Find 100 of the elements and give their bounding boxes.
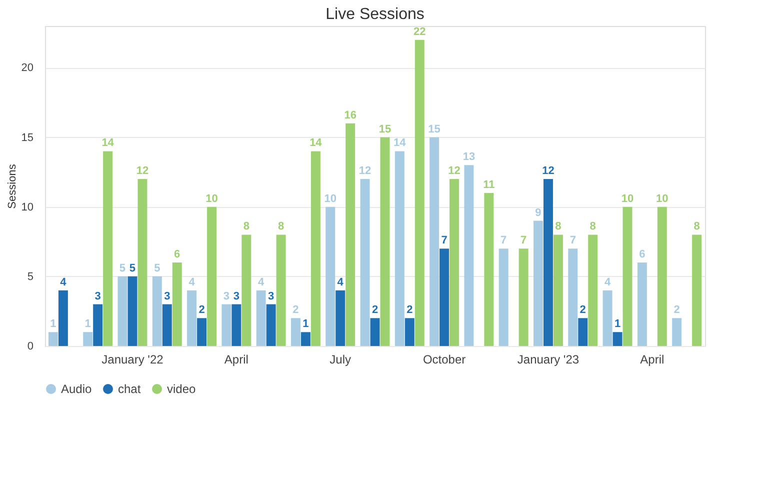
data-label: 3 [164, 290, 170, 302]
x-tick-label: April [224, 352, 248, 366]
bar [622, 206, 632, 346]
bar [637, 262, 647, 346]
data-label: 12 [358, 165, 372, 178]
bar [518, 248, 528, 346]
legend-label: chat [118, 382, 142, 396]
data-label: 3 [94, 290, 101, 302]
bar [300, 332, 310, 346]
data-label: 14 [102, 137, 115, 150]
data-label: 2 [674, 304, 680, 316]
data-label: 15 [378, 123, 392, 136]
x-tick-label: July [330, 352, 352, 366]
data-label: 10 [324, 192, 336, 205]
data-label: 2 [372, 304, 378, 316]
bar [336, 290, 346, 346]
bar [242, 234, 252, 346]
legend-label: video [167, 382, 196, 396]
bar [207, 206, 216, 346]
legend-label: Audio [61, 382, 92, 396]
data-label: 2 [580, 304, 586, 316]
data-label: 4 [604, 276, 612, 288]
bar [128, 276, 138, 346]
bar [543, 179, 553, 346]
data-label: 8 [555, 220, 562, 233]
data-label: 2 [198, 304, 205, 316]
data-label: 8 [694, 220, 700, 233]
bar [464, 165, 474, 346]
chart-title: Live Sessions [326, 6, 424, 23]
bar [93, 304, 103, 346]
bar [430, 137, 440, 346]
bar [672, 318, 682, 346]
data-label: 10 [206, 192, 218, 205]
bar [484, 192, 494, 346]
bar [152, 276, 162, 346]
data-label: 5 [119, 262, 126, 274]
data-label: 1 [84, 318, 91, 330]
bar [138, 179, 148, 346]
x-tick-label: January '23 [517, 352, 580, 366]
bar [657, 206, 667, 346]
data-label: 7 [500, 234, 507, 247]
data-label: 1 [50, 318, 56, 330]
bar [266, 304, 276, 346]
data-label: 2 [292, 304, 299, 316]
data-label: 10 [621, 192, 634, 205]
data-label: 12 [542, 165, 554, 178]
y-axis-title: Sessions [6, 164, 18, 209]
data-label: 8 [243, 220, 250, 233]
bar [588, 234, 598, 346]
bar [83, 332, 93, 346]
bar [172, 262, 182, 346]
bar [103, 151, 113, 346]
data-label: 3 [223, 290, 230, 302]
data-label: 12 [136, 165, 149, 178]
data-label: 14 [394, 137, 407, 150]
data-label: 3 [233, 290, 240, 302]
bar [326, 206, 336, 346]
bar [568, 248, 578, 346]
bar [534, 220, 543, 346]
data-label: 8 [278, 220, 284, 233]
bar [310, 151, 320, 346]
bar [578, 318, 588, 346]
bar [58, 290, 68, 346]
bar [197, 318, 207, 346]
x-tick-label: October [422, 352, 466, 366]
data-label: 4 [60, 276, 68, 288]
bar [612, 332, 622, 346]
data-label: 7 [520, 234, 527, 247]
data-label: 4 [258, 276, 266, 288]
data-label: 15 [428, 123, 440, 136]
data-label: 4 [188, 276, 196, 288]
data-label: 14 [310, 137, 323, 150]
bar [692, 234, 702, 346]
bar [394, 151, 404, 346]
data-label: 12 [448, 165, 460, 178]
y-tick-label: 10 [21, 201, 34, 214]
data-label: 1 [614, 318, 621, 330]
bar [414, 40, 424, 346]
bar [440, 248, 450, 346]
bar [553, 234, 563, 346]
data-label: 22 [414, 26, 426, 38]
x-tick-label: April [640, 352, 664, 366]
bar [346, 123, 356, 346]
y-tick-label: 20 [21, 62, 34, 74]
y-tick-label: 5 [27, 270, 34, 283]
data-label: 5 [154, 262, 160, 274]
data-label: 3 [268, 290, 274, 302]
bar [162, 304, 172, 346]
data-label: 6 [639, 248, 646, 261]
data-label: 11 [483, 178, 495, 191]
bar [290, 318, 300, 346]
bar [360, 179, 370, 346]
y-tick-label: 15 [21, 132, 34, 144]
bar [256, 290, 266, 346]
bar [222, 304, 232, 346]
bar [498, 248, 508, 346]
bar [450, 179, 460, 346]
bar [187, 290, 197, 346]
data-label: 4 [337, 276, 344, 288]
data-label: 8 [590, 220, 596, 233]
